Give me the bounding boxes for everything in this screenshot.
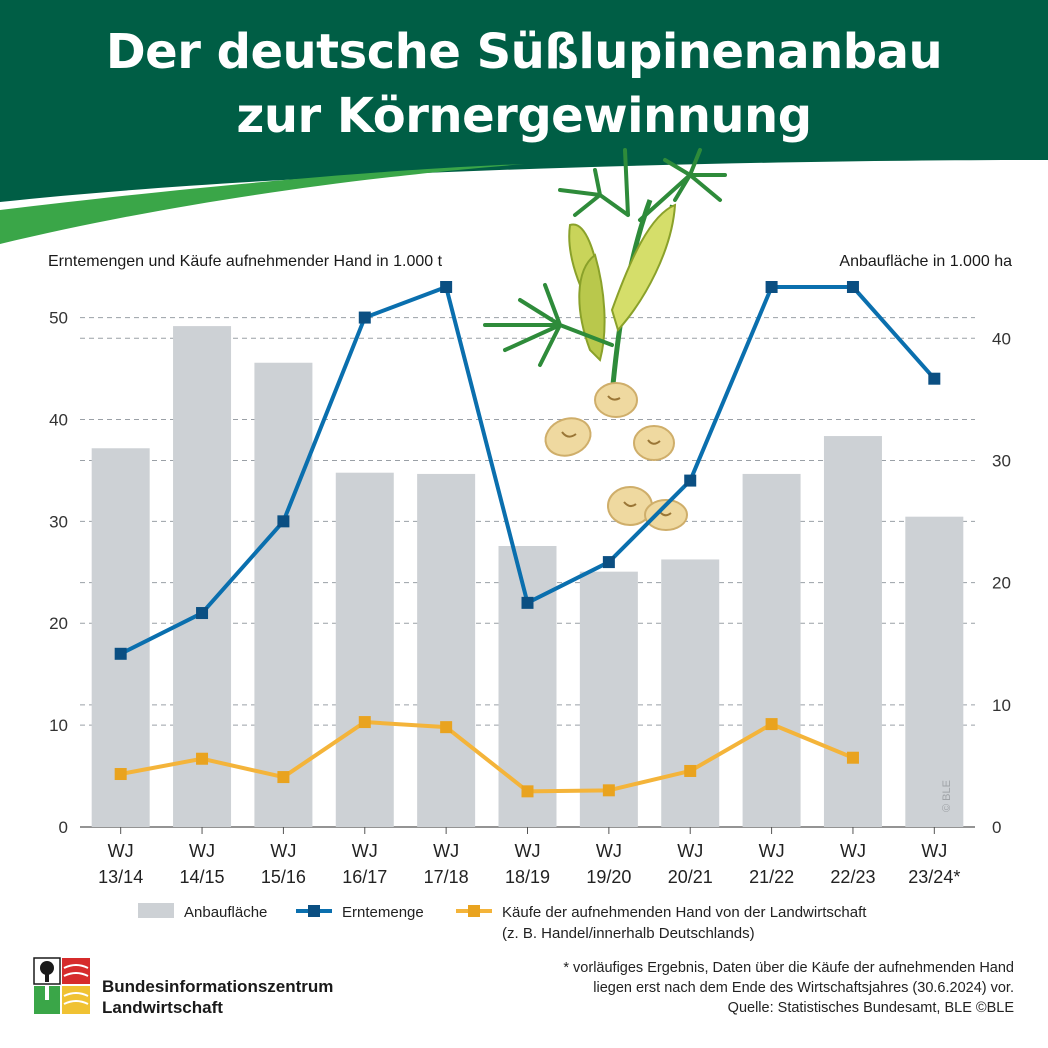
point-kaeufe [684,764,697,777]
right-axis-title: Anbaufläche in 1.000 ha [839,253,1012,270]
bzl-logo: Bundesinformationszentrum Landwirtschaft [33,957,333,1017]
logo-text-line1: Bundesinformationszentrum [102,977,333,996]
page-title-line1: Der deutsche Süßlupinenanbau [106,24,942,80]
x-tick-label-line1: WJ [677,841,703,861]
legend-label-anbauflaeche: Anbaufläche [184,904,267,921]
header: Der deutsche Süßlupinenanbau zur Körnerg… [0,0,1048,244]
x-tick-label-line1: WJ [840,841,866,861]
x-tick-label-line2: 20/21 [668,867,713,887]
bar-anbauflaeche [417,473,476,827]
point-kaeufe [602,784,615,797]
legend-label-erntemenge: Erntemenge [342,904,424,921]
footnote-line1: * vorläufiges Ergebnis, Daten über die K… [563,960,1014,976]
x-tick-label-line2: 17/18 [424,867,469,887]
point-kaeufe [440,721,453,734]
legend-label-kaeufe-line1: Käufe der aufnehmenden Hand von der Land… [502,904,867,921]
legend-label-kaeufe-line2: (z. B. Handel/innerhalb Deutschlands) [502,925,755,942]
left-tick-label: 0 [59,818,68,837]
legend-swatch-bar [138,903,174,918]
right-tick-label: 30 [992,451,1011,470]
lupin-plant-illustration [483,148,727,396]
left-tick-label: 50 [49,309,68,328]
copyright-mark: © BLE [941,780,953,812]
point-erntemenge [928,372,941,385]
point-kaeufe [846,751,859,764]
right-tick-label: 0 [992,818,1001,837]
point-kaeufe [114,768,127,781]
x-tick-label-line2: 14/15 [180,867,225,887]
x-tick-label-line1: WJ [270,841,296,861]
point-erntemenge [440,281,453,293]
point-kaeufe [277,771,290,784]
x-tick-label-line1: WJ [921,841,947,861]
lines [114,281,941,798]
x-tick-label-line1: WJ [596,841,622,861]
x-tick-label-line1: WJ [759,841,785,861]
point-erntemenge [277,515,290,528]
point-erntemenge [358,311,371,324]
left-tick-label: 10 [49,716,68,735]
right-tick-label: 10 [992,696,1011,715]
point-erntemenge [521,596,534,609]
x-tick-label-line1: WJ [352,841,378,861]
page-title-line2: zur Körnergewinnung [236,88,811,144]
bar-anbauflaeche [823,436,882,827]
bar-anbauflaeche [173,326,232,827]
bar-anbauflaeche [91,448,150,827]
footnote-source: Quelle: Statistisches Bundesamt, BLE ©BL… [728,1000,1015,1016]
bar-anbauflaeche [254,362,313,827]
line-kaeufe [120,720,854,794]
x-tick-label-line1: WJ [189,841,215,861]
right-tick-label: 40 [992,329,1011,348]
bars-anbauflaeche [91,326,964,827]
point-erntemenge [196,607,209,620]
point-kaeufe [358,716,371,729]
left-tick-label: 20 [49,614,68,633]
left-axis-title: Erntemengen und Käufe aufnehmender Hand … [48,253,443,270]
x-tick-label-line2: 18/19 [505,867,550,887]
point-erntemenge [684,474,697,487]
bar-anbauflaeche [335,472,394,827]
legend-swatch-yellow-marker [468,905,480,917]
axis-ticks: 0 10 20 30 40 50 0 10 20 30 40 WJ 13/14 WJ 14/15 WJ 15/1… [49,309,1011,887]
right-tick-label: 20 [992,574,1011,593]
left-tick-label: 40 [49,410,68,429]
point-erntemenge [114,647,127,660]
bar-anbauflaeche [498,546,557,827]
x-tick-label-line1: WJ [433,841,459,861]
bar-anbauflaeche [661,559,720,827]
logo-text-line2: Landwirtschaft [102,998,223,1017]
x-tick-label-line2: 16/17 [342,867,387,887]
x-tick-label-line2: 13/14 [98,867,143,887]
legend: Anbaufläche Erntemenge Käufe der aufnehm… [138,903,867,942]
point-kaeufe [196,752,209,765]
point-erntemenge [602,556,615,569]
x-tick-label-line2: 19/20 [586,867,631,887]
header-band [0,0,1048,202]
lupin-seeds-illustration [544,382,688,531]
header-swoosh [0,164,525,244]
point-kaeufe [521,785,534,798]
legend-swatch-blue-marker [308,905,320,917]
point-erntemenge [846,281,859,293]
footnote: * vorläufiges Ergebnis, Daten über die K… [563,960,1014,1016]
x-tick-label-line2: 23/24* [908,867,960,887]
footnote-line2: liegen erst nach dem Ende des Wirtschaft… [593,980,1014,996]
left-tick-label: 30 [49,512,68,531]
point-erntemenge [765,281,778,293]
x-tick-label-line1: WJ [108,841,134,861]
x-tick-label-line2: 22/23 [830,867,875,887]
bar-anbauflaeche [742,473,801,827]
x-tick-label-line2: 15/16 [261,867,306,887]
x-tick-label-line2: 21/22 [749,867,794,887]
x-tick-label-line1: WJ [515,841,541,861]
point-kaeufe [765,718,778,731]
bar-anbauflaeche [905,516,964,827]
